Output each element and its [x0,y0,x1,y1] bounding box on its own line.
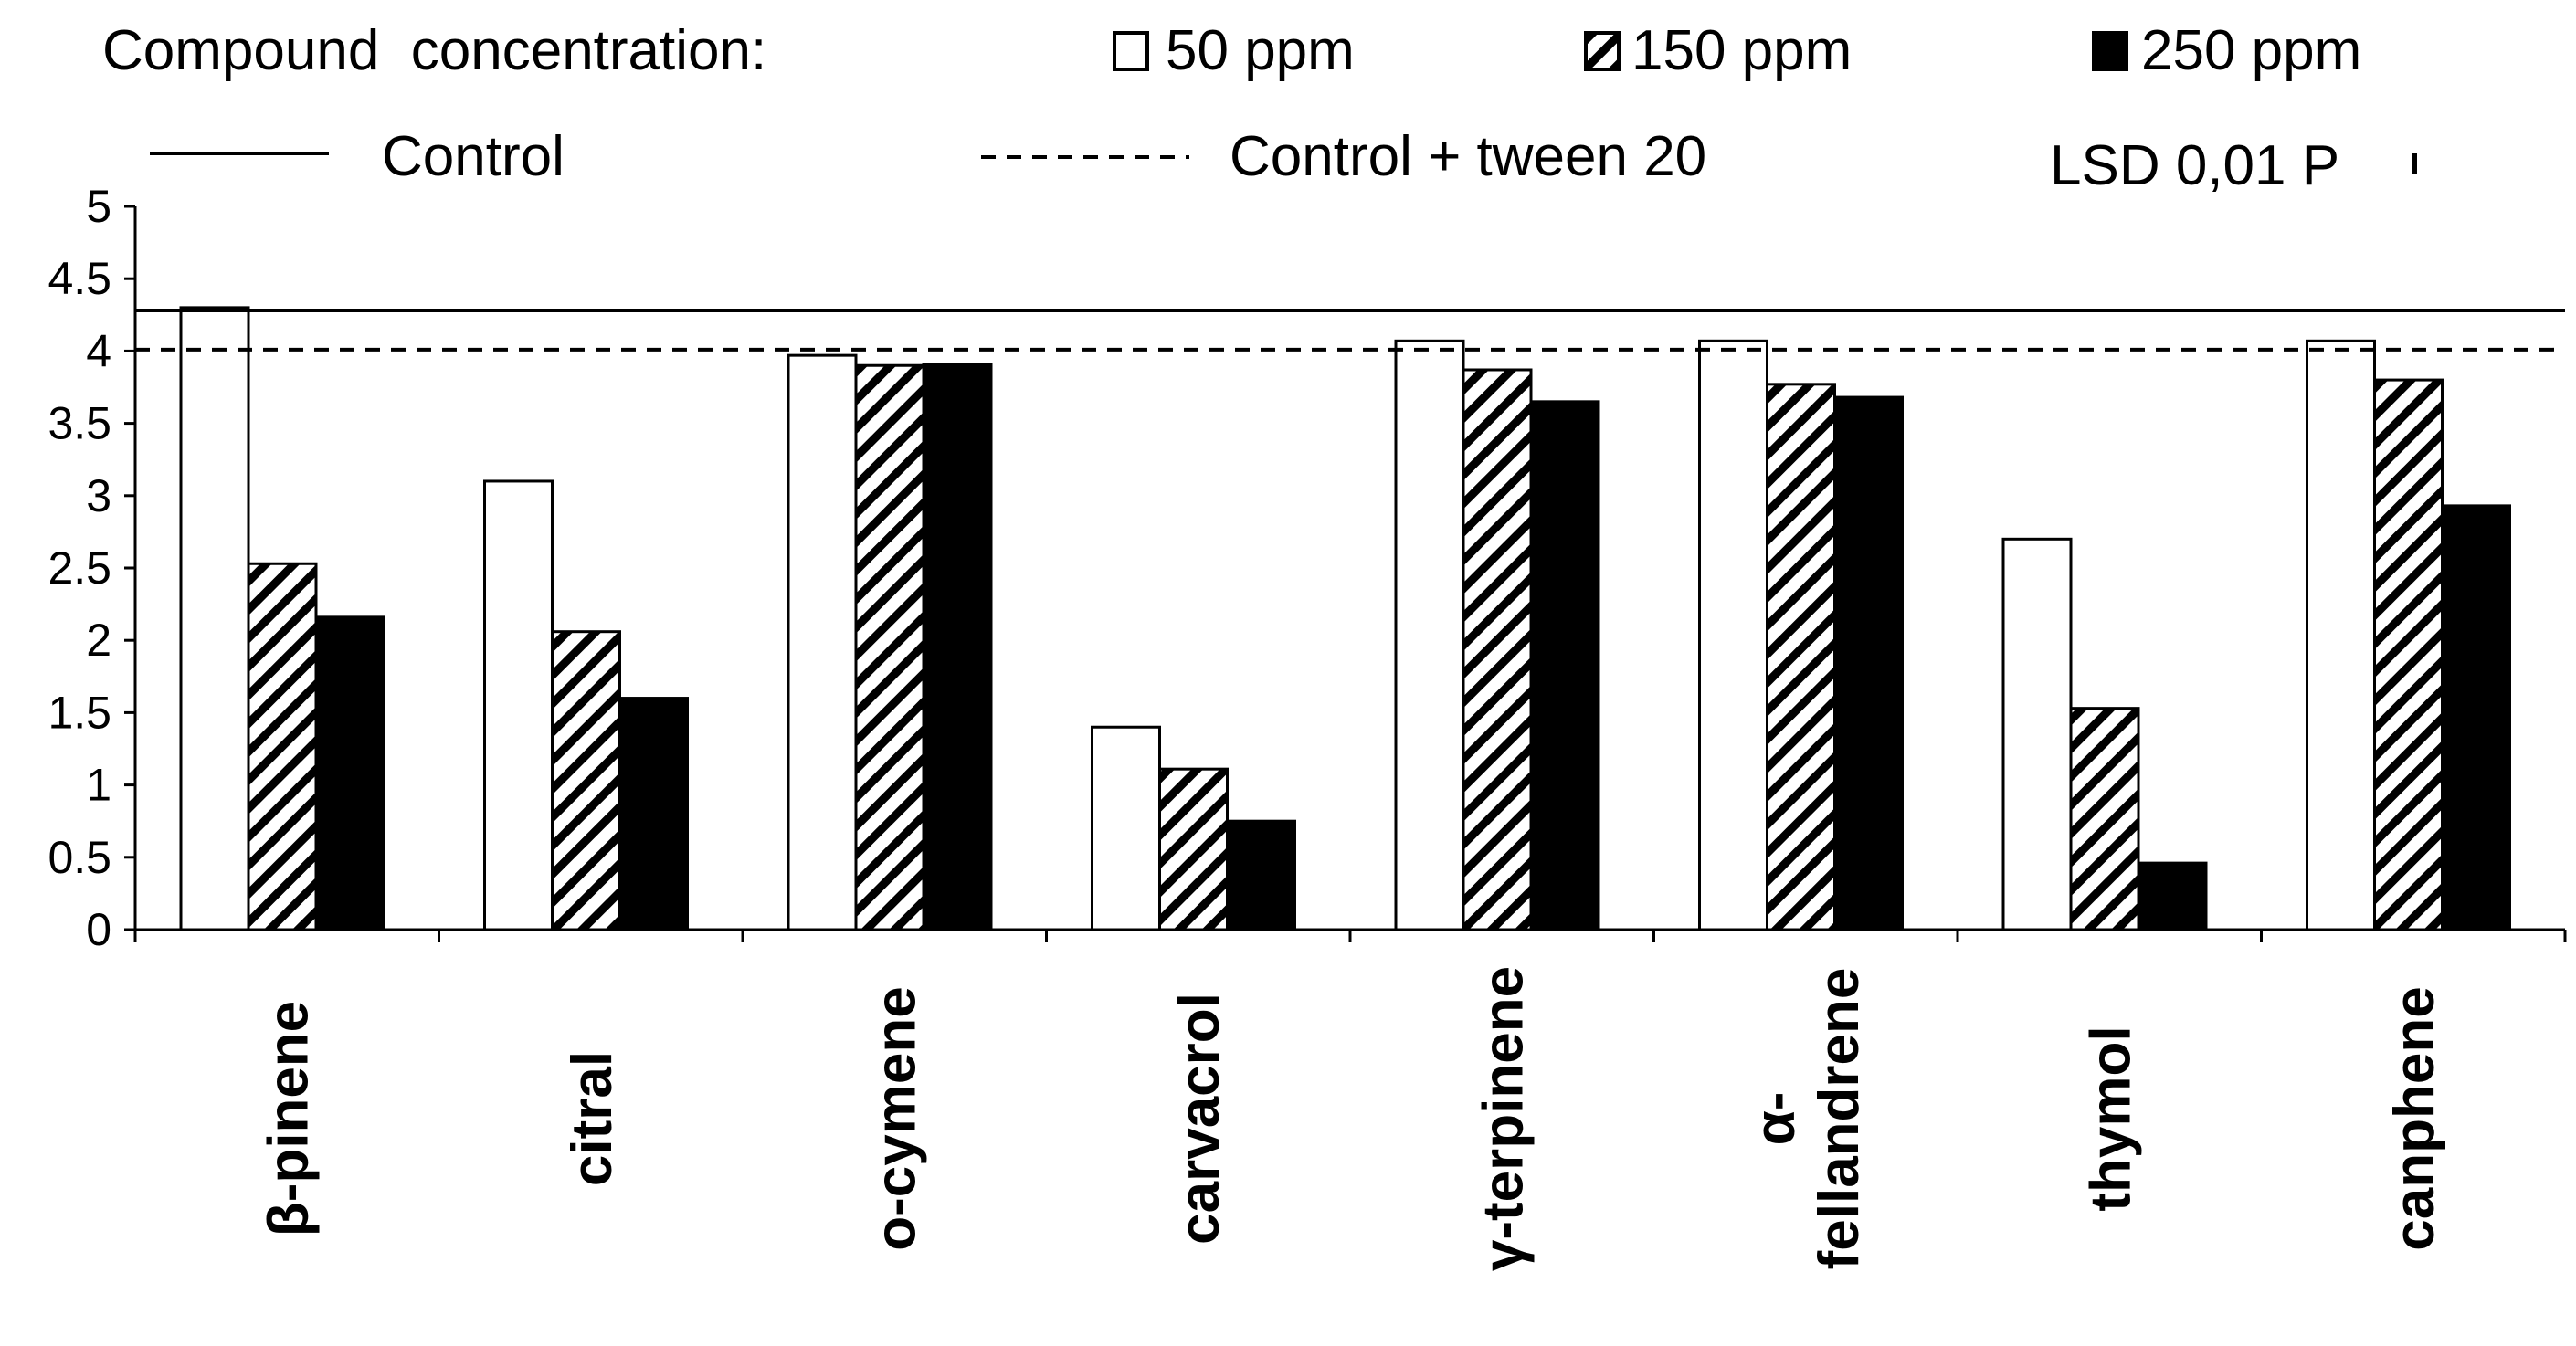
bar-150ppm-8 [2373,378,2444,931]
y-tick-label: 4 [86,325,111,376]
legend-swatch-50ppm [1113,31,1149,71]
bar-50ppm-7 [2001,537,2073,931]
bar-250ppm-4 [1226,819,1296,931]
bar-50ppm-2 [483,479,554,931]
legend-heading: Compound concentration: [102,19,766,82]
category-label: o-cymene [864,986,927,1250]
legend-control-label: Control [382,125,565,188]
y-tick-label: 2.5 [48,542,111,594]
bar-150ppm-5 [1462,368,1533,931]
legend-lsd-marker [2412,153,2417,174]
y-tick-label: 1.5 [48,687,111,738]
bar-50ppm-6 [1698,339,1768,931]
y-tick-label: 5 [86,181,111,232]
legend-control-tween-label: Control + tween 20 [1230,125,1706,188]
bar-250ppm-3 [922,363,993,931]
y-tick-label: 0.5 [48,832,111,883]
category-label: γ-terpinene [1472,966,1535,1271]
legend-lsd-label: LSD 0,01 P [2050,134,2339,197]
bar-150ppm-2 [551,630,621,931]
y-tick-label: 0 [86,904,111,955]
bar-150ppm-6 [1766,383,1836,931]
category-label: carvacrol [1168,993,1231,1245]
bar-50ppm-5 [1394,339,1465,931]
legend-swatch-250ppm [2092,31,2128,71]
bar-50ppm-4 [1091,725,1161,931]
legend-swatch-150ppm [1584,31,1621,71]
category-label: canphene [2383,986,2446,1250]
bar-50ppm-3 [787,353,858,931]
category-label: thymol [2079,1025,2142,1211]
bar-250ppm-7 [2137,861,2208,931]
category-label: citral [561,1051,624,1186]
y-tick-label: 1 [86,760,111,811]
bar-250ppm-2 [618,697,689,931]
category-label: β-pinene [257,1001,320,1236]
category-label: fellandrene [1808,968,1871,1270]
y-tick-label: 3 [86,470,111,521]
y-tick-label: 3.5 [48,398,111,449]
category-label: α- [1744,1092,1807,1146]
y-tick-label: 4.5 [48,253,111,304]
bar-250ppm-1 [314,615,385,931]
bar-250ppm-5 [1529,400,1600,931]
legend-250ppm-label: 250 ppm [2141,19,2361,82]
bar-250ppm-6 [1833,395,1904,931]
bar-150ppm-1 [247,562,318,931]
bar-250ppm-8 [2441,504,2511,931]
plot-area: 0 0.5 1 1.5 2 2.5 3 3.5 4 4.5 5 β-pinene citral o-cym… [48,181,2567,1271]
bar-150ppm-4 [1158,767,1229,931]
bar-50ppm-8 [2306,339,2376,931]
bar-150ppm-3 [854,363,925,931]
bar-50ppm-1 [179,306,250,931]
bar-150ppm-7 [2069,707,2140,931]
legend-50ppm-label: 50 ppm [1166,19,1355,82]
legend-150ppm-label: 150 ppm [1631,19,1852,82]
y-tick-label: 2 [86,615,111,666]
